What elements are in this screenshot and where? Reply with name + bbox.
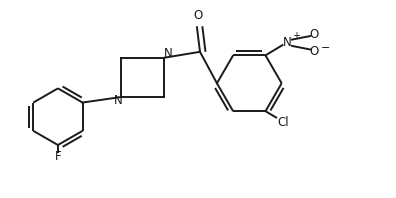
Text: N: N (114, 94, 122, 107)
Text: N: N (164, 47, 173, 60)
Text: F: F (55, 149, 61, 163)
Text: N: N (283, 36, 291, 49)
Text: Cl: Cl (278, 116, 289, 129)
Text: O: O (309, 45, 319, 58)
Text: O: O (309, 28, 319, 41)
Text: −: − (320, 43, 330, 53)
Text: O: O (193, 9, 203, 22)
Text: +: + (292, 31, 300, 41)
